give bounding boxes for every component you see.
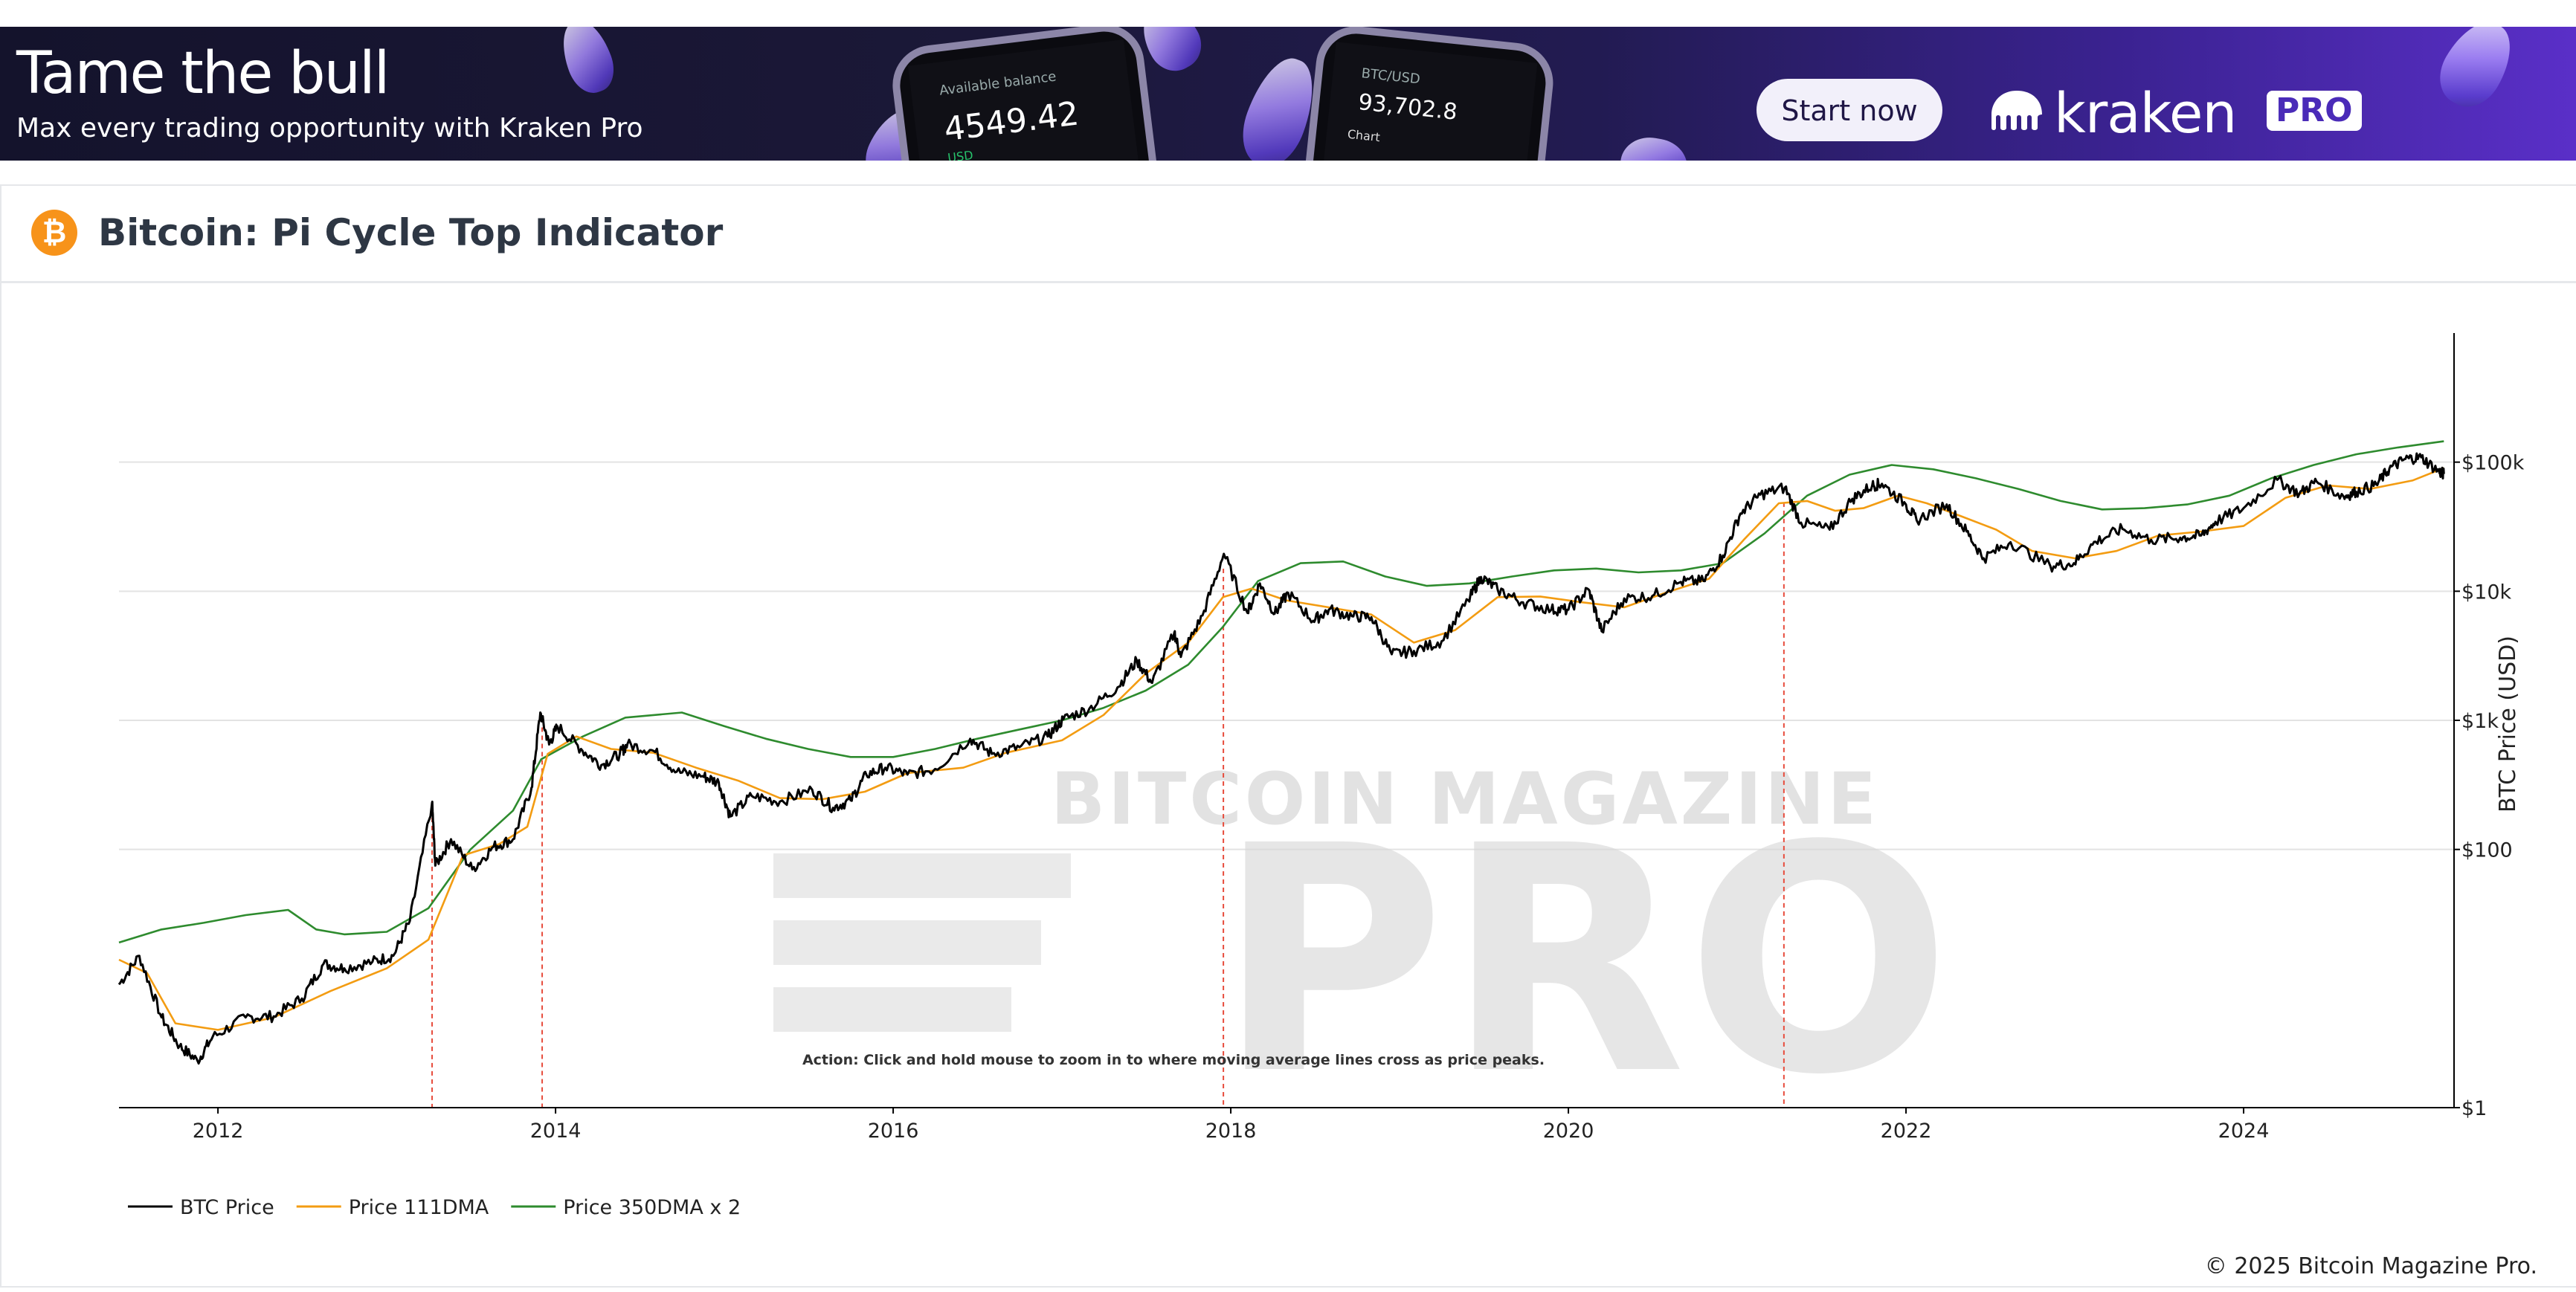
card-header: ₿ Bitcoin: Pi Cycle Top Indicator xyxy=(1,186,2576,283)
kraken-wordmark: kraken xyxy=(2054,82,2237,146)
bitcoin-icon: ₿ xyxy=(31,210,77,256)
crystal-decoration xyxy=(1617,132,1692,161)
x-tick-label: 2012 xyxy=(193,1120,244,1143)
phone-mockup-chart: BTC/USD 93,702.8 Chart xyxy=(1298,27,1557,161)
x-tick-label: 2024 xyxy=(2218,1120,2270,1143)
series-line-btc-price[interactable] xyxy=(117,452,2445,1065)
phone-balance-value: 4549.42 xyxy=(941,94,1081,149)
y-tick-labels: $1 $100 $1k $10k $100k xyxy=(2454,452,2525,1120)
banner-subline: Max every trading opportunity with Krake… xyxy=(16,113,643,143)
x-tick-label: 2018 xyxy=(1205,1120,1257,1143)
watermark-mark-bar xyxy=(773,853,1071,898)
watermark-mark-bar xyxy=(773,920,1041,965)
phone-balance-currency: USD xyxy=(947,147,974,161)
legend-label-btc-price[interactable]: BTC Price xyxy=(180,1196,274,1219)
pi-cycle-chart[interactable]: BITCOIN MAGAZINE PRO 2012 2014 2016 2018 202… xyxy=(0,184,2576,1285)
phone-pair-label: BTC/USD xyxy=(1360,65,1421,88)
y-tick-label: $10k xyxy=(2461,581,2512,604)
y-tick-label: $100 xyxy=(2461,839,2513,862)
kraken-pro-badge: PRO xyxy=(2267,91,2362,131)
watermark-top-text: BITCOIN MAGAZINE xyxy=(1051,758,1879,841)
grid-lines xyxy=(119,461,2454,850)
y-tick-label: $100k xyxy=(2461,452,2525,475)
kraken-ad-banner[interactable]: Available balance 4549.42 USD BTC/USD 93… xyxy=(0,27,2576,161)
phone-pair-value: 93,702.8 xyxy=(1356,89,1459,126)
series-line-price-111dma[interactable] xyxy=(118,467,2444,1031)
watermark: BITCOIN MAGAZINE PRO xyxy=(773,758,1951,1143)
legend-label-price-350dma-x-2[interactable]: Price 350DMA x 2 xyxy=(563,1196,741,1219)
chart-legend[interactable]: BTC Price Price 111DMA Price 350DMA x 2 xyxy=(128,1196,741,1219)
legend-label-price-111dma[interactable]: Price 111DMA xyxy=(349,1196,489,1219)
banner-headline: Tame the bull xyxy=(16,40,390,107)
phone-mockup-balance: Available balance 4549.42 USD xyxy=(888,27,1165,161)
page-title: Bitcoin: Pi Cycle Top Indicator xyxy=(98,211,724,254)
x-tick-label: 2014 xyxy=(530,1120,582,1143)
phone-balance-label: Available balance xyxy=(938,68,1057,99)
watermark-pro-text: PRO xyxy=(1217,780,1951,1143)
cross-lines xyxy=(431,502,1785,1108)
y-tick-label: $1 xyxy=(2461,1097,2487,1120)
crystal-decoration xyxy=(2428,27,2525,117)
crystal-decoration xyxy=(553,27,622,100)
phone-chart-tab: Chart xyxy=(1347,126,1381,145)
x-tick-label: 2016 xyxy=(868,1120,919,1143)
copyright-text: © 2025 Bitcoin Magazine Pro. xyxy=(2204,1253,2537,1279)
x-tick-labels: 2012 2014 2016 2018 2020 2022 2024 xyxy=(193,1108,2270,1143)
series-group xyxy=(117,440,2445,1065)
chart-annotation: Action: Click and hold mouse to zoom in … xyxy=(802,1052,1545,1068)
x-tick-label: 2022 xyxy=(1881,1120,1932,1143)
start-now-button[interactable]: Start now xyxy=(1756,79,1942,141)
kraken-icon xyxy=(1991,91,2042,130)
y-tick-label: $1k xyxy=(2461,710,2499,733)
series-line-price-350dma-x-2[interactable] xyxy=(118,440,2444,944)
x-tick-label: 2020 xyxy=(1543,1120,1594,1143)
chart-card: ₿ Bitcoin: Pi Cycle Top Indicator xyxy=(0,184,2576,1288)
watermark-mark-bar xyxy=(773,987,1011,1032)
top-strip xyxy=(0,0,2576,27)
y-axis-title: BTC Price (USD) xyxy=(2495,636,2521,813)
